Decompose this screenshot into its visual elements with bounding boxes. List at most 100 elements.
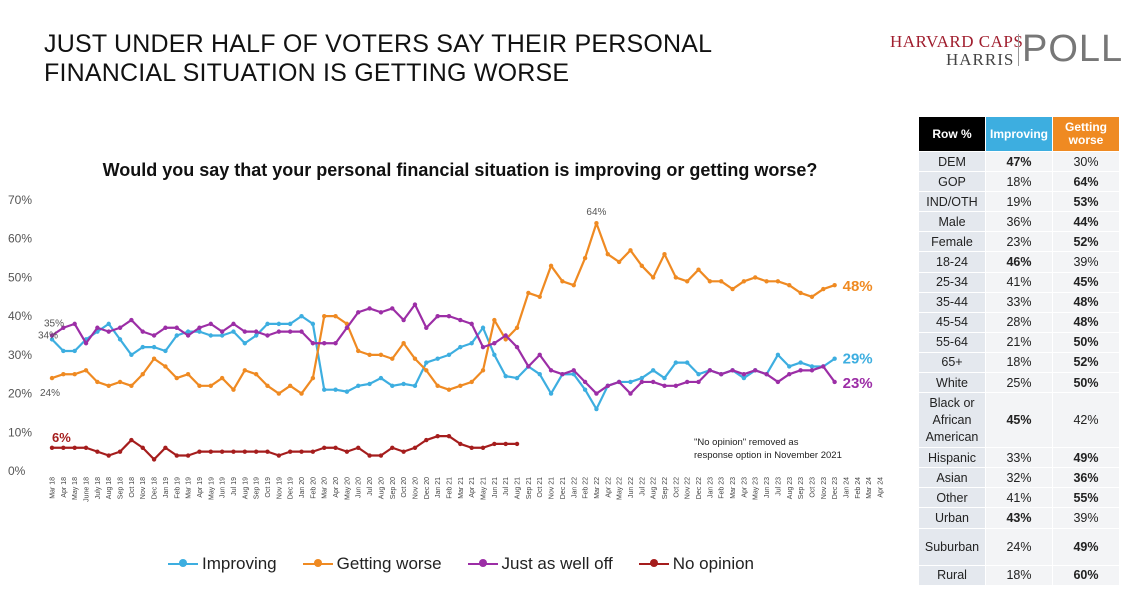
legend-swatch-just-as-well-off [467, 559, 498, 567]
y-tick-label: 60% [8, 232, 32, 246]
data-point-noop [469, 445, 474, 450]
legend-label-no-opinion: No opinion [672, 554, 754, 573]
data-point-improving [61, 348, 66, 354]
data-point-improving [310, 321, 316, 327]
data-point-worse [707, 279, 713, 284]
data-point-same [526, 364, 531, 369]
x-tick-label: Aug 23 [787, 477, 794, 499]
x-tick-label: Jan 19 [163, 477, 170, 498]
x-tick-label: Sep 22 [662, 477, 669, 499]
data-point-worse [730, 286, 735, 292]
data-point-worse [719, 279, 724, 284]
table-cell-improving: 18% [985, 564, 1053, 586]
page-title: JUST UNDER HALF OF VOTERS SAY THEIR PERS… [44, 30, 712, 87]
x-tick-label: Mar 20 [322, 477, 329, 499]
data-point-same [435, 313, 440, 319]
data-point-improving [650, 368, 656, 373]
x-tick-label: July 18 [95, 477, 102, 499]
x-tick-label: Feb 19 [174, 477, 181, 499]
data-point-worse [764, 279, 769, 284]
x-tick-label: Mar 22 [594, 477, 601, 499]
x-tick-label: Jul 22 [639, 477, 646, 496]
x-tick-label: Dec 18 [152, 477, 159, 499]
y-tick-label: 20% [8, 387, 32, 401]
data-point-noop [514, 441, 520, 447]
data-point-improving [673, 360, 679, 365]
data-point-improving [662, 375, 667, 381]
table-row: 65+ 18% 52% [918, 351, 1120, 374]
data-point-worse [775, 279, 781, 284]
x-tick-label: Oct 21 [537, 477, 544, 498]
data-point-worse [151, 356, 157, 361]
data-point-same [117, 325, 123, 330]
data-point-improving [832, 356, 837, 361]
table-row: 55-64 21% 50% [918, 331, 1120, 353]
table-row: Asian 32% 36% [918, 467, 1120, 489]
data-point-worse [424, 368, 429, 373]
data-point-improving [367, 381, 372, 387]
table-header-getting-worse: Getting worse [1052, 116, 1120, 152]
data-point-improving [72, 348, 77, 354]
data-point-noop [197, 449, 202, 454]
data-point-worse [61, 372, 66, 377]
table-row: Hispanic 33% 49% [918, 447, 1120, 469]
data-point-improving [492, 352, 497, 358]
chart-note: "No opinion" removed as response option i… [694, 437, 842, 461]
x-tick-label: Jan 24 [843, 477, 850, 498]
x-tick-label: Aug 21 [515, 477, 522, 499]
data-point-same [344, 325, 350, 330]
data-point-worse [492, 317, 497, 323]
data-point-worse [72, 372, 77, 377]
data-point-improving [378, 375, 384, 381]
data-point-same [185, 333, 191, 338]
data-point-improving [503, 373, 508, 379]
data-point-improving [106, 321, 111, 327]
data-point-same [707, 368, 713, 373]
data-point-worse [741, 279, 747, 284]
data-point-same [265, 333, 270, 338]
data-point-improving [412, 383, 418, 389]
y-tick-label: 40% [8, 309, 32, 323]
data-point-noop [367, 453, 372, 458]
x-tick-label: Jan 21 [435, 477, 442, 498]
data-point-same [129, 317, 134, 323]
table-cell-label: Urban [918, 507, 986, 529]
table-cell-getting-worse: 64% [1052, 171, 1120, 193]
table-cell-label: Other [918, 487, 986, 509]
data-point-worse [514, 325, 520, 330]
demographic-table: Row % Improving Getting worse DEM 47% 30% G… [918, 116, 1120, 586]
chart-title: Would you say that your personal financi… [102, 160, 818, 180]
x-tick-label: May 19 [208, 477, 215, 500]
data-point-same [832, 379, 837, 385]
data-point-noop [412, 445, 418, 450]
x-tick-label: Aug 18 [106, 477, 113, 499]
table-row: Male 36% 44% [918, 211, 1120, 233]
x-tick-label: Feb 24 [855, 477, 862, 499]
x-tick-label: Feb 22 [583, 477, 590, 499]
data-point-same [605, 383, 610, 389]
data-point-improving [582, 387, 588, 392]
data-point-improving [480, 325, 486, 330]
table-cell-label: Suburban [918, 527, 986, 566]
x-tick-label: Oct 19 [265, 477, 272, 498]
data-point-improving [231, 329, 236, 334]
data-point-worse [446, 387, 452, 392]
data-point-improving [333, 387, 338, 392]
data-point-noop [287, 449, 293, 454]
x-tick-label: Dec 22 [696, 477, 703, 499]
table-cell-improving: 33% [985, 291, 1053, 313]
data-point-same [49, 333, 55, 338]
data-point-noop [174, 453, 179, 458]
x-tick-label: Mar 18 [50, 477, 57, 499]
y-tick-label: 70% [8, 193, 32, 207]
data-point-same [322, 341, 327, 346]
table-cell-label: Hispanic [918, 447, 986, 469]
table-row: 25-34 41% 45% [918, 271, 1120, 293]
x-tick-label: Mar 19 [186, 477, 193, 499]
data-point-worse [616, 259, 622, 265]
table-cell-getting-worse: 48% [1052, 291, 1120, 313]
data-point-noop [503, 441, 508, 447]
x-tick-label: Apr 19 [197, 477, 204, 498]
x-tick-label: Sep 19 [254, 477, 261, 499]
x-tick-label: June 18 [84, 477, 91, 502]
